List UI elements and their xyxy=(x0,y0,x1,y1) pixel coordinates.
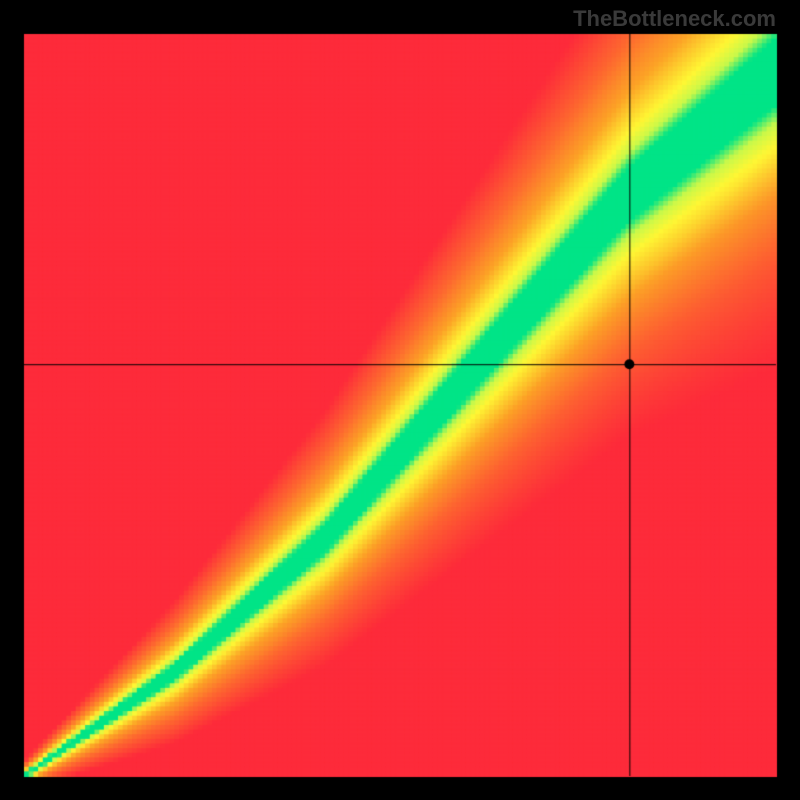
heatmap-canvas xyxy=(0,0,800,800)
watermark-text: TheBottleneck.com xyxy=(573,6,776,32)
chart-container: TheBottleneck.com xyxy=(0,0,800,800)
